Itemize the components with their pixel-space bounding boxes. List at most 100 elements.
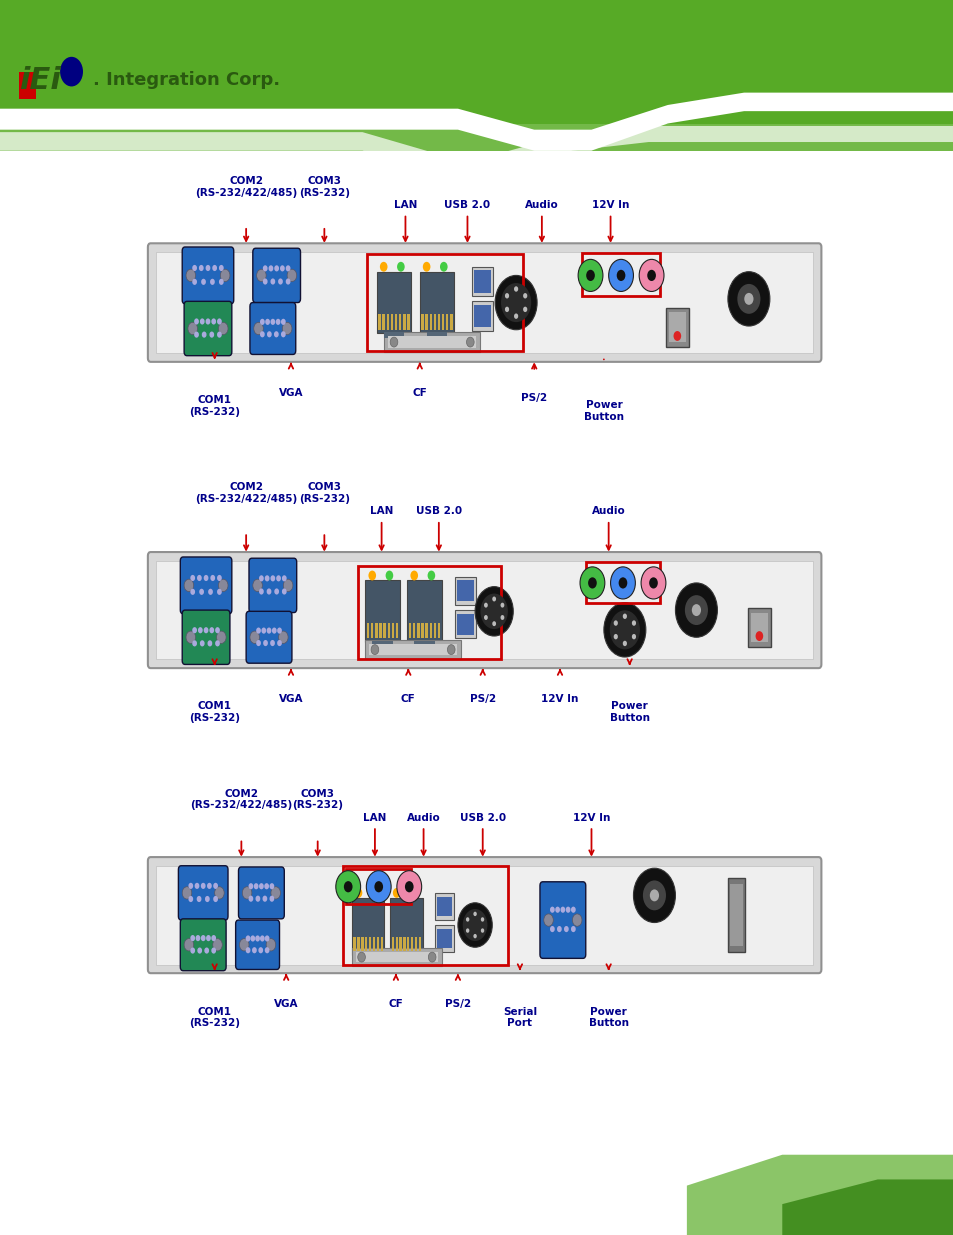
Text: COM1
(RS-232): COM1 (RS-232) (189, 395, 240, 416)
Circle shape (198, 266, 204, 272)
Circle shape (258, 947, 263, 953)
Circle shape (263, 266, 267, 272)
Bar (437, 622, 439, 638)
Circle shape (255, 895, 260, 902)
Circle shape (427, 571, 435, 580)
Text: CF: CF (412, 388, 427, 398)
Circle shape (201, 935, 206, 941)
Circle shape (522, 293, 527, 299)
Bar (0, 0, 953, 124)
Circle shape (578, 259, 602, 291)
Circle shape (191, 576, 194, 582)
Circle shape (283, 579, 293, 592)
Bar (403, 315, 405, 330)
Text: Audio: Audio (406, 813, 440, 823)
Circle shape (252, 947, 256, 953)
Circle shape (266, 939, 275, 951)
Circle shape (473, 934, 476, 939)
Circle shape (218, 266, 223, 272)
Bar (727, 878, 744, 952)
Text: COM1
(RS-232): COM1 (RS-232) (189, 701, 240, 722)
FancyBboxPatch shape (249, 558, 296, 613)
Circle shape (522, 306, 527, 312)
Circle shape (271, 576, 274, 582)
Circle shape (211, 935, 215, 941)
Bar (413, 622, 415, 638)
Bar (407, 936, 409, 951)
Bar (450, 315, 452, 330)
Bar (379, 622, 381, 638)
Text: Serial
Port: Serial Port (502, 1007, 537, 1028)
Circle shape (492, 621, 496, 626)
Circle shape (272, 627, 276, 634)
Circle shape (385, 571, 393, 580)
Bar (415, 936, 416, 951)
Circle shape (265, 319, 270, 325)
Bar (352, 948, 441, 966)
FancyBboxPatch shape (180, 557, 232, 614)
Circle shape (186, 631, 195, 643)
Bar (156, 561, 812, 659)
Circle shape (504, 306, 509, 312)
Text: PS/2: PS/2 (444, 999, 471, 1009)
Circle shape (191, 947, 194, 953)
Bar (414, 641, 435, 647)
Circle shape (374, 881, 383, 893)
Circle shape (570, 926, 576, 932)
Circle shape (210, 627, 213, 634)
Circle shape (218, 579, 228, 592)
Bar (472, 301, 493, 331)
Circle shape (276, 576, 280, 582)
Circle shape (217, 589, 221, 595)
Bar (369, 645, 456, 655)
Circle shape (543, 914, 553, 926)
Circle shape (239, 939, 249, 951)
Text: COM1
(RS-232): COM1 (RS-232) (189, 1007, 240, 1028)
Text: . Integration Corp.: . Integration Corp. (93, 72, 280, 89)
Circle shape (646, 269, 656, 282)
Circle shape (213, 939, 222, 951)
Circle shape (343, 881, 353, 893)
Circle shape (200, 319, 204, 325)
Bar (668, 312, 685, 342)
Circle shape (210, 576, 215, 582)
Circle shape (559, 906, 564, 913)
Circle shape (248, 883, 253, 889)
Circle shape (270, 895, 274, 902)
Circle shape (280, 266, 285, 272)
Bar (372, 641, 393, 647)
Circle shape (610, 567, 635, 599)
Circle shape (410, 571, 417, 580)
Circle shape (282, 322, 292, 335)
Bar (365, 640, 460, 659)
Bar (395, 622, 397, 638)
Circle shape (473, 911, 476, 916)
Bar (369, 936, 371, 951)
Circle shape (572, 914, 581, 926)
Circle shape (253, 579, 262, 592)
Circle shape (642, 881, 665, 910)
Circle shape (182, 887, 192, 899)
Circle shape (500, 615, 504, 620)
Circle shape (737, 284, 760, 314)
Bar (373, 936, 375, 951)
Circle shape (261, 627, 266, 634)
Circle shape (274, 266, 279, 272)
Circle shape (270, 640, 274, 646)
Circle shape (248, 895, 253, 902)
Circle shape (271, 887, 280, 899)
Bar (750, 613, 767, 642)
Circle shape (276, 640, 282, 646)
Bar (665, 308, 688, 347)
Circle shape (217, 576, 221, 582)
Circle shape (253, 883, 258, 889)
FancyBboxPatch shape (180, 919, 226, 971)
Polygon shape (0, 126, 953, 173)
Text: USB 2.0: USB 2.0 (444, 200, 490, 210)
FancyBboxPatch shape (182, 610, 230, 664)
Text: COM3
(RS-232): COM3 (RS-232) (292, 789, 343, 810)
Text: USB 2.0: USB 2.0 (416, 506, 461, 516)
Bar (367, 622, 369, 638)
Circle shape (193, 266, 196, 272)
Circle shape (280, 319, 286, 325)
